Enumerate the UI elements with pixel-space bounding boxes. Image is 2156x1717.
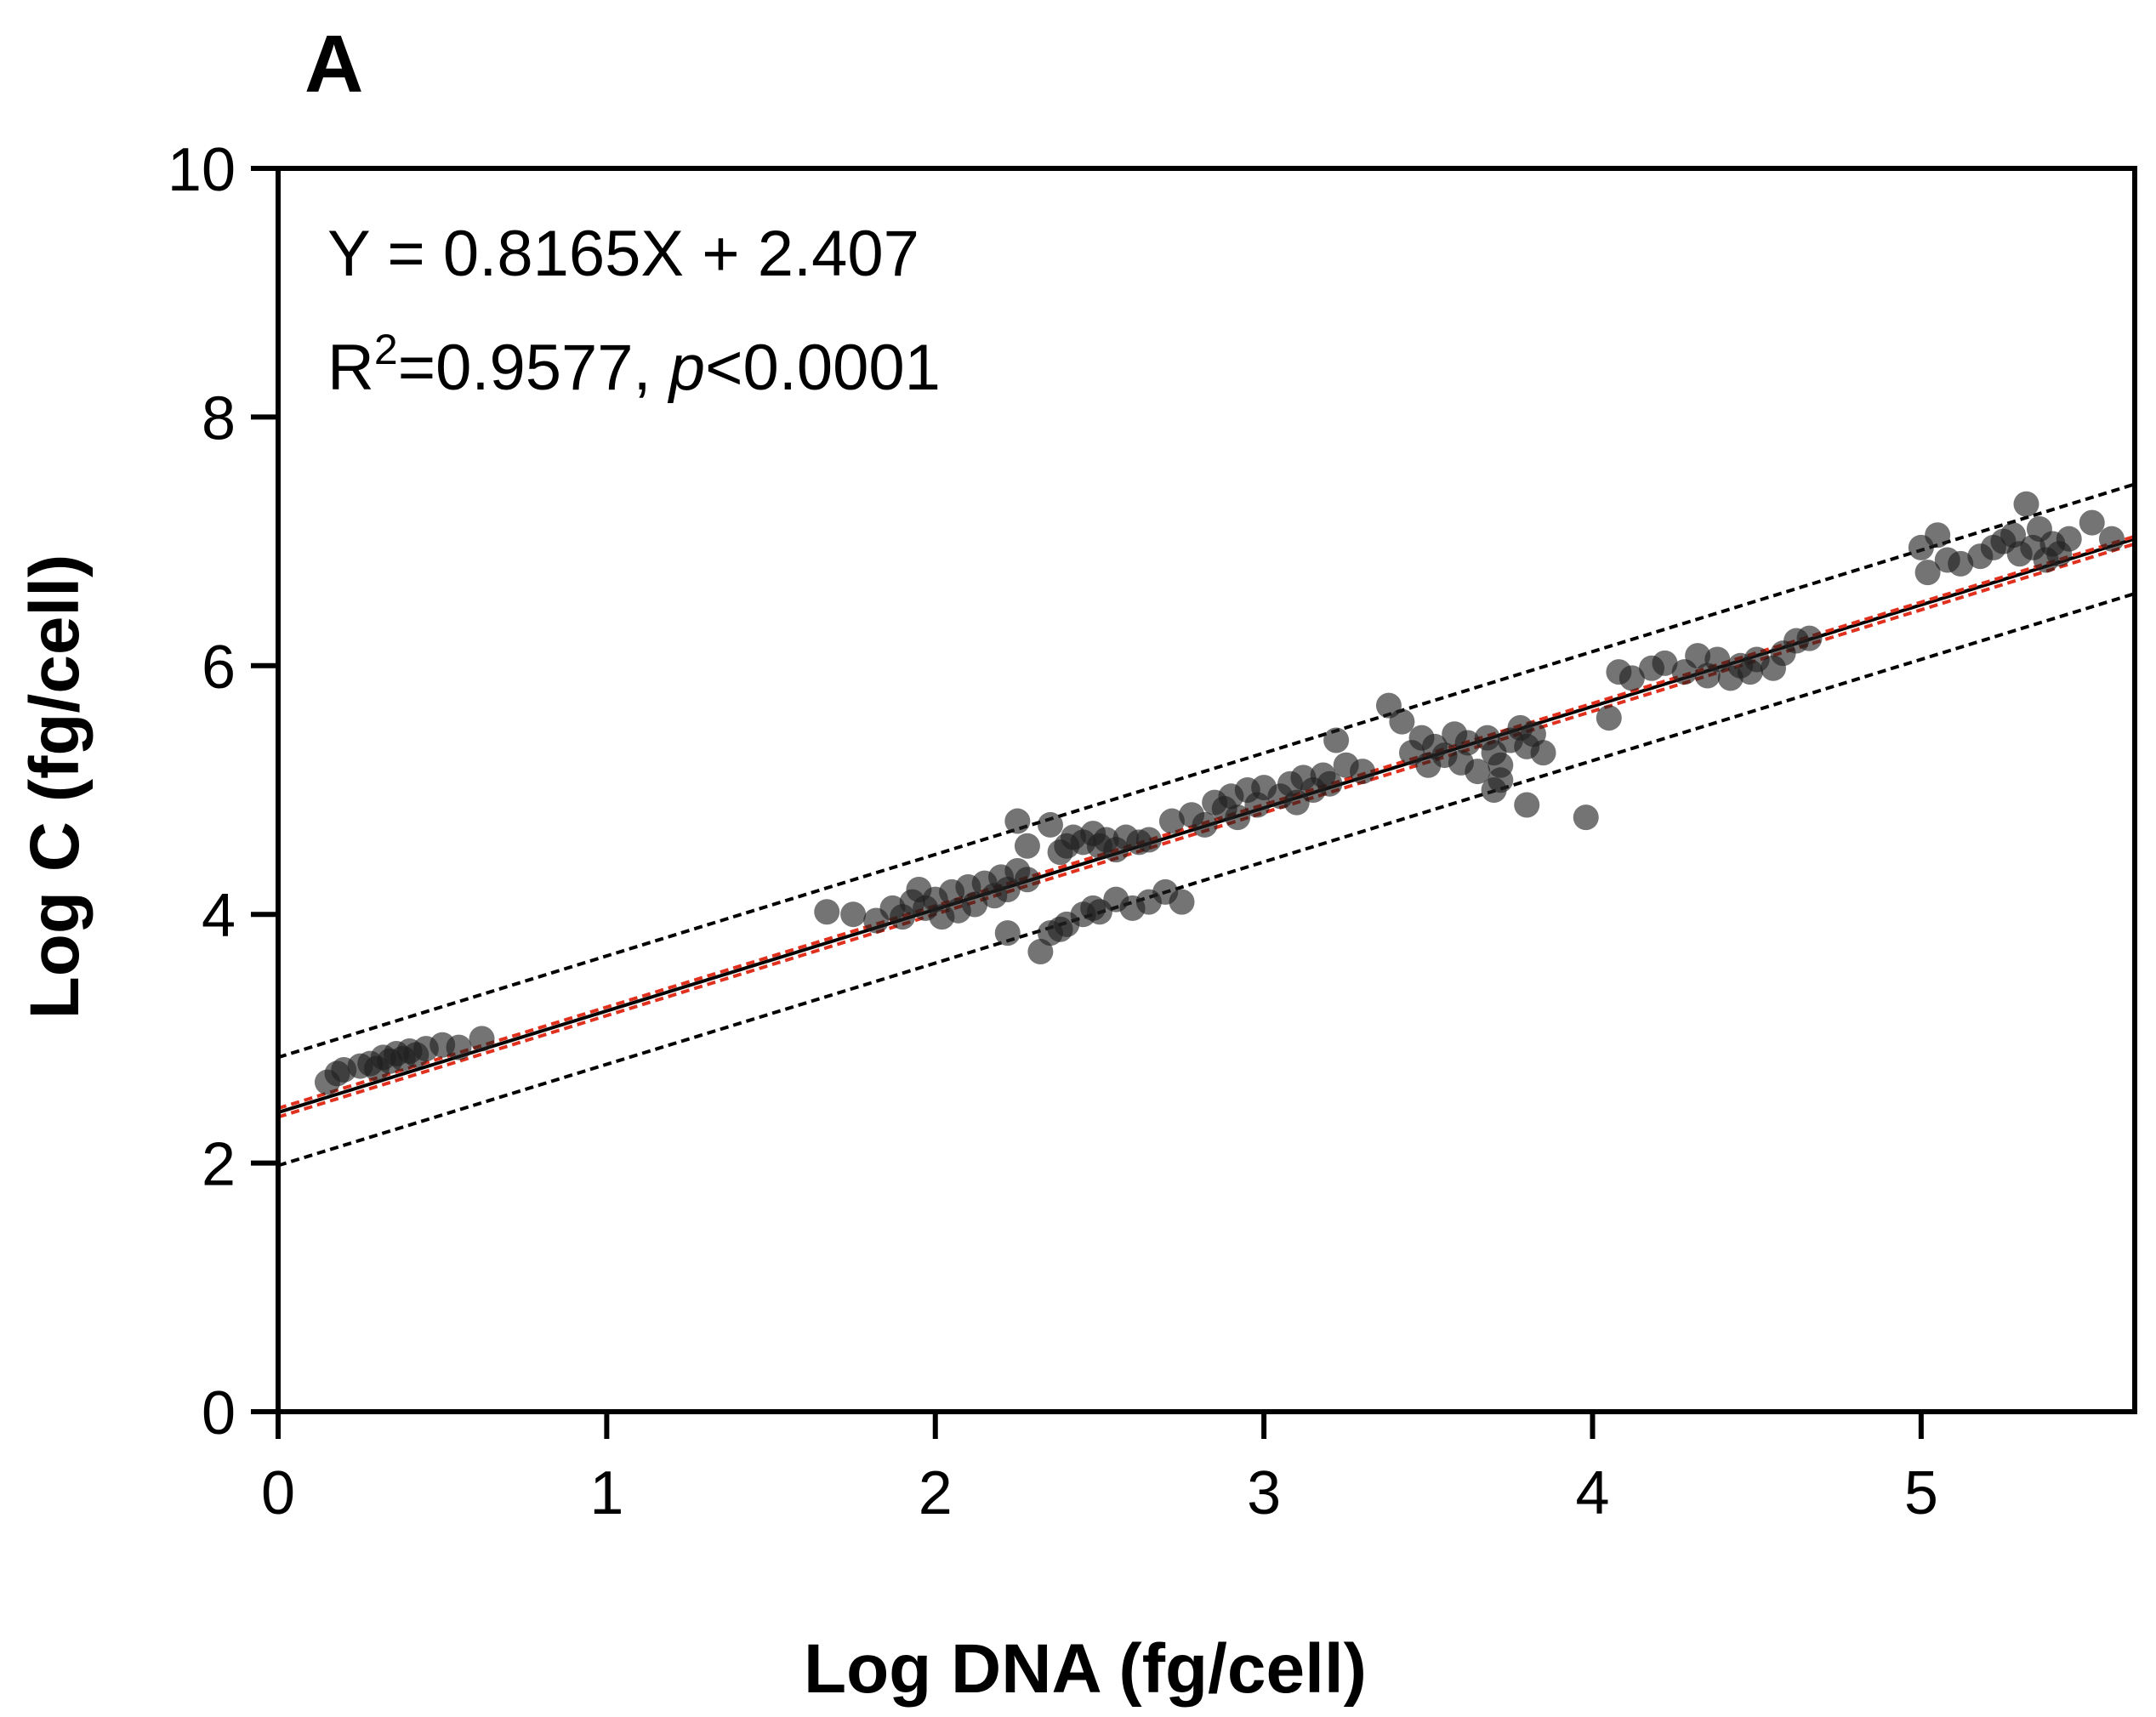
data-point (1914, 560, 1941, 586)
prediction-band-upper (277, 482, 2136, 1060)
data-point (814, 899, 840, 925)
y-tick-label: 10 (168, 136, 236, 204)
data-point (1135, 827, 1162, 853)
data-point (1225, 804, 1251, 831)
r2-prefix: R (327, 332, 374, 404)
data-point (1530, 740, 1556, 766)
x-tick-label: 1 (589, 1459, 623, 1527)
data-point (469, 1026, 495, 1052)
data-point (1317, 770, 1343, 797)
x-axis: 0 1 2 3 4 5 (261, 1412, 1938, 1527)
data-point (1014, 833, 1040, 859)
data-point (1454, 730, 1481, 756)
r2-superscript: 2 (374, 326, 398, 373)
data-point (2079, 509, 2105, 536)
data-point (1389, 708, 1415, 735)
data-point (1596, 705, 1622, 731)
data-point (1488, 767, 1514, 793)
x-tick-label: 2 (919, 1459, 953, 1527)
prediction-band-lower (277, 592, 2136, 1168)
data-point (2056, 526, 2082, 552)
plot-frame (276, 166, 2137, 1414)
data-point (1350, 759, 1376, 785)
data-point (1004, 808, 1031, 834)
y-axis-title: Log C (fg/cell) (16, 554, 94, 1020)
x-tick-label: 0 (261, 1459, 295, 1527)
data-point (446, 1034, 472, 1060)
r2-value: =0.9577, (398, 332, 669, 404)
x-tick-label: 3 (1247, 1459, 1281, 1527)
data-point (1158, 808, 1185, 834)
data-point (994, 920, 1021, 947)
data-point (1465, 759, 1491, 785)
p-value: <0.0001 (705, 332, 941, 404)
data-points (314, 491, 2125, 1095)
data-point (1014, 867, 1040, 893)
data-point (1037, 811, 1063, 838)
y-tick-label: 8 (202, 384, 236, 452)
data-point (1925, 522, 1951, 549)
data-point (2098, 526, 2125, 552)
panel-label: A (304, 19, 363, 110)
y-tick-label: 0 (202, 1379, 236, 1447)
data-point (962, 891, 988, 918)
p-symbol: p (668, 332, 705, 404)
x-axis-title: Log DNA (fg/cell) (804, 1630, 1367, 1708)
regression-equation: Y = 0.8165X + 2.407 (327, 218, 919, 290)
data-point (1948, 550, 1974, 577)
data-point (1169, 889, 1195, 915)
x-tick-label: 4 (1575, 1459, 1609, 1527)
y-tick-label: 2 (202, 1131, 236, 1199)
x-tick-label: 5 (1904, 1459, 1938, 1527)
data-point (1573, 804, 1599, 831)
data-point (1685, 643, 1711, 669)
data-point (1514, 792, 1540, 818)
data-point (1652, 650, 1678, 676)
data-point (840, 901, 867, 928)
y-axis: 0 2 4 6 8 10 (168, 136, 278, 1447)
r-squared-annotation: R2=0.9577, p<0.0001 (327, 326, 941, 404)
data-point (1192, 811, 1218, 838)
data-point (1323, 727, 1350, 753)
y-tick-label: 4 (202, 882, 236, 950)
data-point (1796, 625, 1823, 651)
data-point (2013, 491, 2039, 517)
data-point (1618, 665, 1645, 691)
data-point (1704, 646, 1731, 673)
y-tick-label: 6 (202, 634, 236, 702)
